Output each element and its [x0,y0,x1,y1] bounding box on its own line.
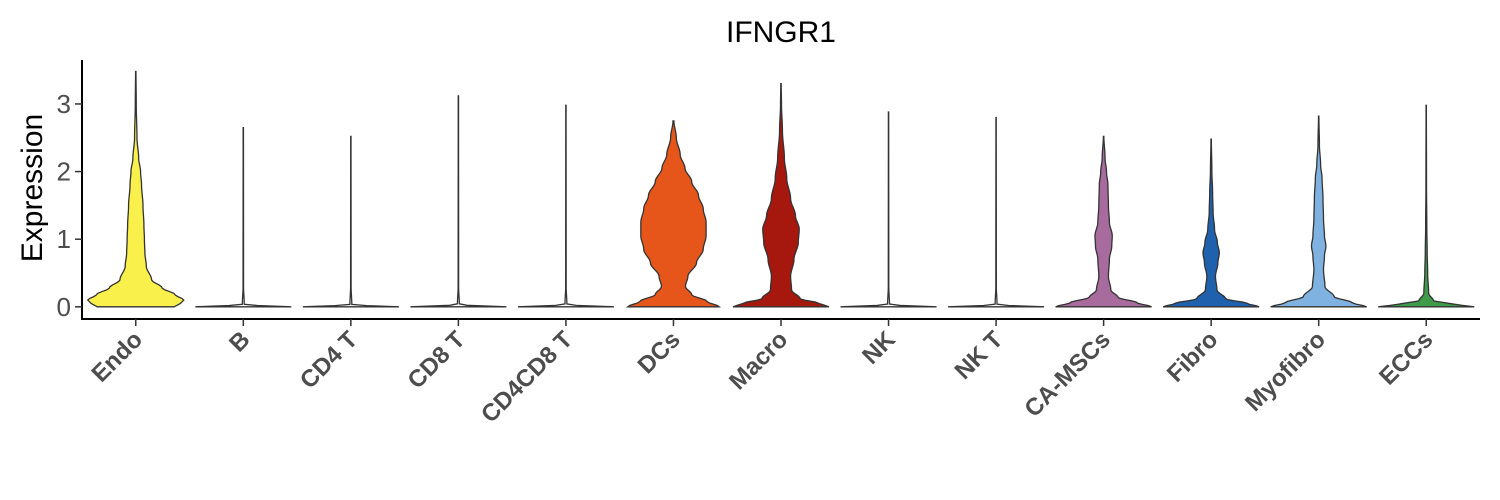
x-tick-label: CD4CD8 T [476,326,578,428]
violin-nk [840,111,937,308]
violin-group [86,70,1475,308]
y-tick-label: 2 [57,157,71,187]
x-tick-label: B [224,326,255,357]
violin-eccs [1378,104,1475,308]
x-tick-label: NK [857,326,901,370]
x-tick-label: NK T [950,326,1009,385]
chart-title: IFNGR1 [726,16,836,49]
violin-cd8-t [410,95,507,308]
violin-macro [732,83,830,308]
x-tick-label: CA-MSCs [1019,326,1115,422]
x-axis: Endo B CD4 T CD8 T CD4CD8 T DCs Macro NK NK T CA-… [81,318,1480,428]
x-tick-label: DCs [633,326,686,379]
violin-nk-t [948,116,1045,308]
violin-myofibro [1270,115,1367,308]
violin-cd4cd8-t [517,104,614,308]
x-tick-label: Endo [86,326,148,388]
x-tick-label: Myofibro [1240,326,1331,417]
y-tick-label: 1 [57,224,71,254]
y-tick-label: 3 [57,89,71,119]
y-axis: 0 1 2 3 [57,60,83,322]
x-tick-label: Fibro [1162,326,1224,388]
y-tick-label: 0 [57,292,71,322]
x-tick-label: CD4 T [295,326,363,394]
violin-cd4-t [302,135,399,308]
violin-dcs [625,120,722,308]
violin-b [195,126,292,308]
violin-endo [86,70,185,308]
x-tick-label: ECCs [1374,326,1438,390]
violin-fibro [1162,138,1260,308]
x-tick-label: CD8 T [403,326,471,394]
x-tick-label: Macro [724,326,793,395]
y-axis-label: Expression [16,114,49,262]
violin-ca-mscs [1055,135,1152,308]
